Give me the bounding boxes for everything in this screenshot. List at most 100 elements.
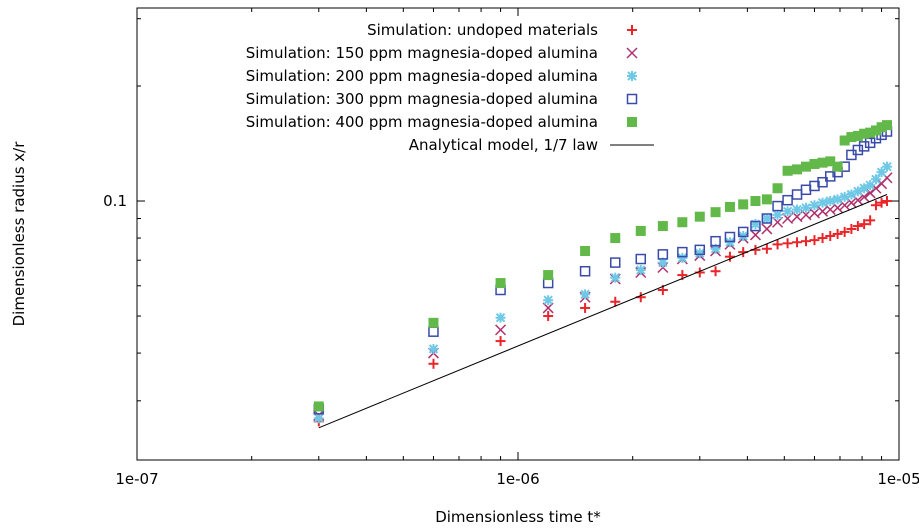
data-point xyxy=(809,200,820,211)
data-point xyxy=(809,235,820,246)
data-point xyxy=(881,120,892,131)
series-2 xyxy=(313,161,892,424)
data-point xyxy=(782,238,793,249)
data-point xyxy=(761,213,773,224)
data-point xyxy=(635,225,646,236)
data-point xyxy=(495,336,506,347)
data-point xyxy=(859,219,870,230)
data-point xyxy=(635,253,647,265)
data-point xyxy=(750,220,761,232)
data-point xyxy=(825,230,836,241)
legend-marker xyxy=(626,93,638,105)
data-point xyxy=(817,176,828,188)
data-point xyxy=(761,194,772,205)
series-layer xyxy=(313,120,893,429)
data-point xyxy=(657,249,669,260)
legend-marker xyxy=(627,25,637,35)
data-point xyxy=(761,213,772,224)
data-point xyxy=(832,161,843,172)
data-point xyxy=(610,257,621,268)
data-point xyxy=(859,128,870,139)
data-point xyxy=(839,135,850,146)
data-point xyxy=(428,358,439,369)
data-point xyxy=(852,221,863,232)
data-point xyxy=(749,229,761,241)
data-point xyxy=(543,270,554,281)
data-point xyxy=(738,199,749,210)
series-0 xyxy=(313,196,892,427)
data-point xyxy=(610,233,621,244)
data-point xyxy=(580,289,591,300)
data-point xyxy=(865,127,876,138)
ticks: 1e-07 1e-06 1e-05 0.1 xyxy=(103,8,919,488)
data-point xyxy=(792,164,803,175)
data-point xyxy=(870,200,881,211)
data-point xyxy=(635,264,646,275)
data-point xyxy=(543,311,554,322)
data-point xyxy=(800,202,811,213)
data-point xyxy=(761,223,773,235)
data-point xyxy=(428,317,439,328)
x-axis-title: Dimensionless time t* xyxy=(435,508,601,526)
data-point xyxy=(750,196,761,207)
data-point xyxy=(809,158,820,169)
data-point xyxy=(772,200,783,212)
data-point xyxy=(580,302,591,313)
data-point xyxy=(817,197,828,208)
data-point xyxy=(610,296,621,307)
legend-marker xyxy=(627,117,637,127)
data-point xyxy=(737,226,749,238)
data-point xyxy=(881,161,892,172)
data-point xyxy=(800,184,812,196)
data-point xyxy=(710,207,721,218)
data-point xyxy=(792,204,803,215)
legend-marker xyxy=(626,47,638,59)
data-point xyxy=(428,326,439,337)
data-point xyxy=(791,189,803,200)
data-point xyxy=(782,206,793,217)
data-point xyxy=(694,248,705,259)
data-point xyxy=(694,244,706,256)
series-5 xyxy=(318,194,888,429)
data-point xyxy=(825,196,836,207)
data-point xyxy=(876,197,887,208)
data-point xyxy=(832,228,843,239)
x-tick-label: 1e-05 xyxy=(877,470,919,488)
data-point xyxy=(761,243,772,254)
data-point xyxy=(852,130,863,141)
data-point xyxy=(579,265,591,277)
data-point xyxy=(677,252,688,263)
legend-label: Simulation: 150 ppm magnesia-doped alumi… xyxy=(246,44,598,62)
x-tick-label: 1e-06 xyxy=(496,470,539,488)
data-point xyxy=(772,239,783,250)
data-point xyxy=(870,174,881,185)
data-point xyxy=(724,231,736,243)
data-point xyxy=(313,401,324,412)
legend-label: Simulation: 300 ppm magnesia-doped alumi… xyxy=(246,90,598,108)
data-point xyxy=(782,165,793,176)
data-point xyxy=(846,132,857,143)
legend: Simulation: undoped materials Simulation:… xyxy=(246,21,654,154)
data-point xyxy=(750,219,761,230)
data-point xyxy=(495,324,507,336)
data-point xyxy=(846,223,857,234)
data-point xyxy=(809,180,820,192)
data-point xyxy=(792,237,803,248)
data-point xyxy=(825,156,836,167)
data-point xyxy=(839,226,850,237)
x-tick-label: 1e-07 xyxy=(115,470,158,488)
data-point xyxy=(858,141,870,152)
legend-marker xyxy=(627,71,637,81)
y-tick-label: 0.1 xyxy=(103,192,127,210)
data-point xyxy=(428,343,439,354)
data-point xyxy=(772,183,783,194)
data-point xyxy=(677,217,688,228)
data-point xyxy=(495,278,506,289)
data-point xyxy=(870,125,881,136)
series-4 xyxy=(313,120,892,412)
data-point xyxy=(865,215,876,226)
data-point xyxy=(817,157,828,168)
data-point xyxy=(710,266,721,277)
data-point xyxy=(852,144,864,156)
